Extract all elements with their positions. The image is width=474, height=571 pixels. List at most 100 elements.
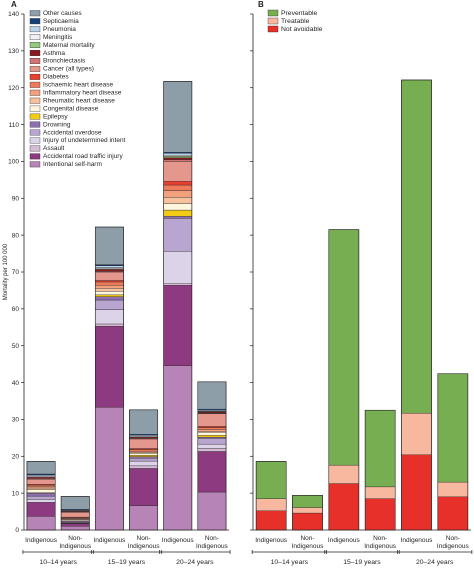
- x-tick-label: Indigenous: [25, 537, 58, 544]
- x-tick-label: Indigenous: [364, 543, 397, 550]
- legend-swatch: [29, 42, 41, 48]
- bar-segment: [129, 505, 158, 531]
- x-tick-label: Non-: [205, 535, 219, 542]
- bar-outline: [437, 373, 469, 531]
- legend-label: Inflammatory heart disease: [43, 90, 122, 97]
- panel-b-label: B: [258, 0, 264, 9]
- bar-segment: [328, 229, 360, 466]
- legend-label: Septicaemia: [43, 18, 79, 25]
- bar-segment: [197, 435, 227, 438]
- bar-segment: [437, 496, 469, 531]
- bar-segment: [95, 281, 124, 286]
- bar-segment: [163, 81, 193, 153]
- x-tick-label: Indigenous: [292, 543, 325, 550]
- bar-segment: [197, 448, 227, 452]
- bar-segment: [60, 526, 90, 531]
- x-tick-label: Indigenous: [94, 537, 127, 544]
- x-tick-label: Indigenous: [162, 537, 195, 544]
- legend-label: Epilepsy: [43, 113, 68, 120]
- bar-outline: [255, 461, 287, 531]
- y-tick-label: 40: [12, 380, 20, 387]
- legend-swatch: [29, 105, 41, 112]
- bar-outline: [129, 409, 159, 531]
- legend-swatch: [29, 161, 41, 168]
- bar-segment: [26, 485, 56, 489]
- bar-segment: [197, 427, 227, 430]
- x-tick-label: Non-: [137, 535, 151, 542]
- y-tick-label: 130: [8, 48, 19, 55]
- legend-swatch: [267, 17, 279, 25]
- y-tick-label: 30: [12, 417, 20, 424]
- y-axis-label-group: Mortality per 100 000: [3, 243, 9, 300]
- bar-segment: [95, 407, 124, 531]
- bar-segment: [437, 481, 469, 498]
- bar-segment: [163, 251, 193, 284]
- bar-segment: [95, 290, 124, 296]
- bar-segment: [401, 412, 432, 455]
- bar-segment: [163, 181, 193, 186]
- legend-swatch: [29, 10, 41, 17]
- bar-segment: [197, 432, 227, 436]
- legend-swatch: [29, 137, 41, 144]
- bar-segment: [163, 157, 193, 160]
- bar-segment: [197, 429, 227, 432]
- legend-label: Meningitis: [43, 34, 73, 41]
- y-tick-label: 60: [12, 306, 20, 313]
- legend-swatch: [29, 97, 41, 104]
- legend-label: Other causes: [43, 10, 82, 17]
- legend-label: Bronchiectasis: [43, 58, 86, 65]
- bar-segment: [292, 512, 323, 531]
- x-tick-label: Indigenous: [128, 543, 161, 550]
- bar-segment: [95, 299, 124, 310]
- bar-segment: [26, 478, 56, 485]
- legend-label: Preventable: [281, 10, 317, 17]
- legend-label: Drowning: [43, 121, 71, 128]
- bar-segment: [95, 296, 124, 301]
- bar-segment: [129, 455, 158, 457]
- bar-segment: [95, 271, 124, 281]
- bar-segment: [401, 79, 432, 414]
- x-tick-label: Non-: [68, 535, 82, 542]
- bar-segment: [26, 461, 56, 475]
- bar-segment: [60, 512, 90, 518]
- y-tick-label: 50: [12, 343, 20, 350]
- bar-segment: [197, 381, 227, 410]
- x-tick-label: Indigenous: [437, 543, 470, 550]
- x-tick-label: Indigenous: [328, 537, 361, 544]
- bar-outline: [163, 81, 193, 531]
- bar-segment: [129, 409, 158, 435]
- bar-segment: [197, 438, 227, 445]
- x-tick-label: Indigenous: [255, 537, 288, 544]
- panel-a-label: A: [11, 0, 17, 9]
- bar-segment: [163, 190, 193, 198]
- bar-segment: [163, 365, 193, 531]
- y-tick-label: 100: [8, 159, 19, 166]
- legend-swatch: [29, 81, 41, 88]
- legend-swatch: [29, 50, 41, 56]
- legend-label: Diabetes: [43, 74, 69, 81]
- group-label: 20–24 years: [176, 559, 214, 566]
- y-tick-label: 10: [12, 490, 20, 497]
- legend-label: Pneumonia: [43, 26, 76, 33]
- group-label: 10–14 years: [271, 559, 309, 566]
- bar-segment: [437, 373, 469, 483]
- bar-segment: [129, 457, 158, 462]
- bar-segment: [163, 283, 193, 286]
- legend-swatch: [29, 145, 41, 152]
- legend-label: Asthma: [43, 50, 65, 57]
- bar-segment: [197, 451, 227, 493]
- legend-swatch: [29, 73, 41, 80]
- x-tick-label: Non-: [373, 535, 387, 542]
- bar-segment: [95, 280, 124, 283]
- legend-swatch: [29, 153, 41, 160]
- group-label: 10–14 years: [39, 559, 77, 566]
- legend-swatch: [29, 58, 41, 64]
- bar-segment: [197, 491, 227, 531]
- panel-a: A Mortality per 100 000 0 10 20 30 40 50 60 70 8…: [3, 0, 231, 566]
- bar-segment: [95, 294, 124, 297]
- group-label: 15–19 years: [108, 559, 146, 566]
- bar-segment: [163, 218, 193, 252]
- legend-label: Ischaemic heart disease: [43, 82, 113, 89]
